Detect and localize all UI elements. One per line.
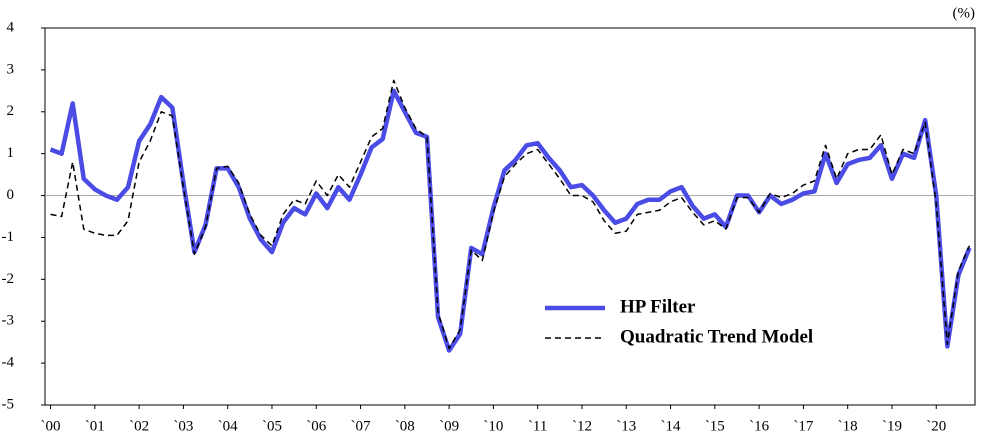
- x-tick-label: `09: [439, 418, 459, 434]
- legend-label: HP Filter: [620, 296, 696, 317]
- x-tick-label: `02: [129, 418, 149, 434]
- y-tick-label: 3: [7, 61, 15, 77]
- x-tick-label: `19: [882, 418, 902, 434]
- y-tick-label: 2: [7, 103, 15, 119]
- x-tick-label: `12: [572, 418, 592, 434]
- y-tick-label: 4: [7, 19, 15, 35]
- unit-label: (%): [953, 5, 976, 21]
- x-tick-label: `17: [793, 418, 813, 434]
- x-tick-label: `11: [528, 418, 547, 434]
- x-tick-label: `08: [395, 418, 415, 434]
- x-tick-label: `05: [262, 418, 282, 434]
- legend-label: Quadratic Trend Model: [620, 326, 813, 347]
- x-tick-label: `16: [749, 418, 769, 434]
- x-tick-label: `03: [173, 418, 193, 434]
- x-tick-label: `04: [218, 418, 238, 434]
- y-tick-label: -2: [2, 271, 15, 287]
- y-tick-label: 1: [7, 145, 15, 161]
- y-tick-label: -3: [2, 313, 15, 329]
- x-tick-label: `10: [483, 418, 503, 434]
- series-line: [49, 88, 972, 353]
- x-tick-label: `00: [41, 418, 61, 434]
- x-tick-label: `07: [351, 418, 371, 434]
- y-tick-label: -4: [2, 355, 15, 371]
- x-tick-label: `18: [838, 418, 858, 434]
- x-tick-label: `15: [705, 418, 725, 434]
- y-tick-label: 0: [7, 187, 15, 203]
- x-tick-label: `20: [926, 418, 946, 434]
- x-tick-label: `06: [306, 418, 326, 434]
- x-tick-label: `01: [85, 418, 105, 434]
- x-tick-label: `13: [616, 418, 636, 434]
- series-line: [50, 79, 971, 350]
- y-tick-label: -1: [2, 229, 15, 245]
- x-tick-label: `14: [661, 418, 681, 434]
- plot-frame: [44, 27, 976, 406]
- y-tick-label: -5: [2, 396, 15, 412]
